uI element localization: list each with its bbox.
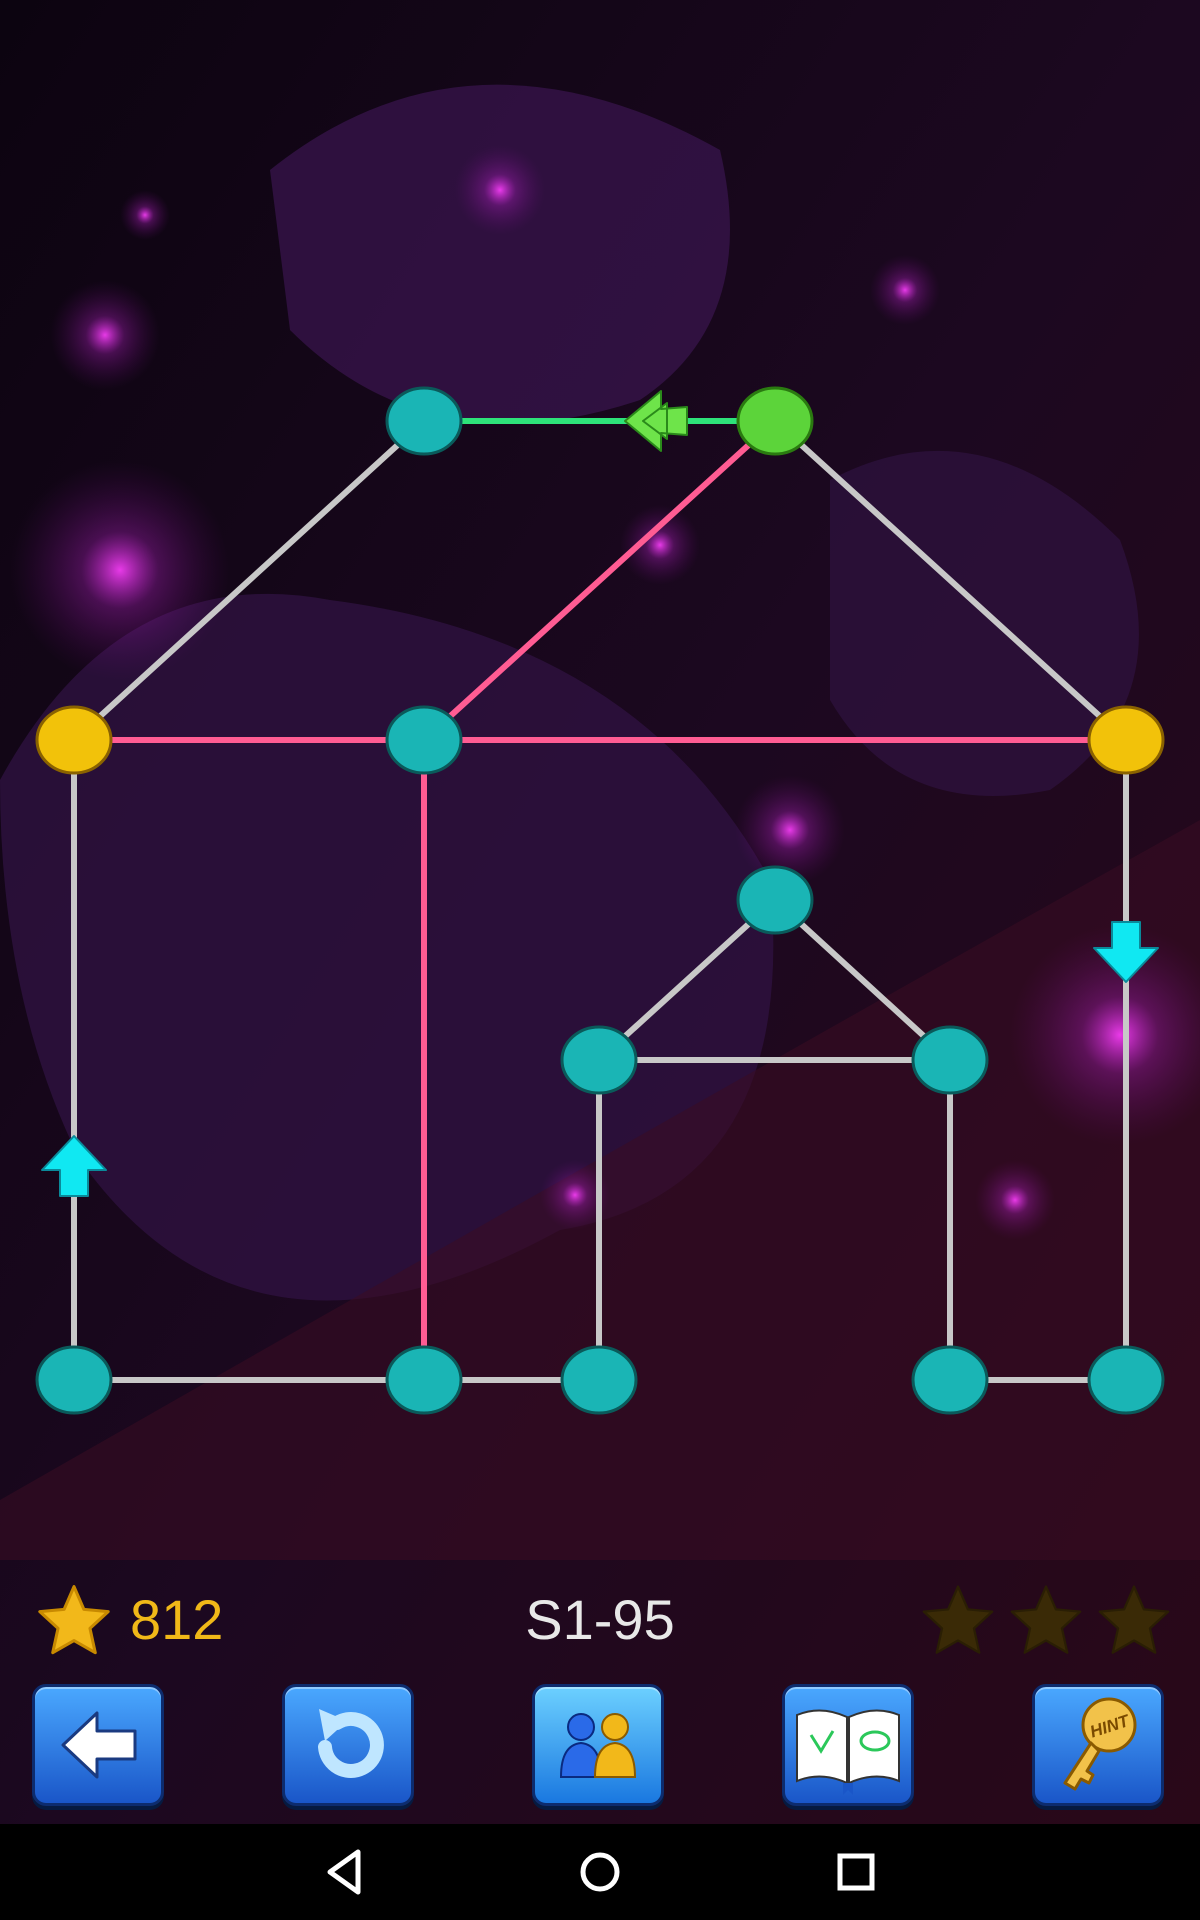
rating-star-icon — [1010, 1585, 1082, 1654]
edge-n1-n3[interactable] — [71, 418, 427, 743]
back-arrow-icon — [61, 1711, 137, 1779]
node-n7[interactable] — [560, 1025, 638, 1095]
node-n13[interactable] — [1087, 1345, 1165, 1415]
status-bar: 812 S1-95 — [0, 1560, 1200, 1680]
node-n6[interactable] — [736, 865, 814, 935]
hint-key-icon: HINT — [1063, 1697, 1137, 1791]
direction-arrow-up-icon — [41, 1135, 107, 1197]
navigation-bar — [0, 1824, 1200, 1920]
recents-nav-icon[interactable] — [826, 1842, 886, 1902]
undo-button[interactable] — [282, 1684, 414, 1806]
edge-n2-n4[interactable] — [421, 418, 778, 743]
rating-star-icon — [1098, 1585, 1170, 1654]
rating-star-icon — [922, 1585, 994, 1654]
node-n3[interactable] — [35, 705, 113, 775]
back-button[interactable] — [32, 1684, 164, 1806]
node-n4[interactable] — [385, 705, 463, 775]
home-nav-icon[interactable] — [570, 1842, 630, 1902]
score-value: 812 — [130, 1588, 224, 1651]
undo-icon — [318, 1709, 384, 1778]
node-n2[interactable] — [736, 386, 814, 456]
node-n9[interactable] — [35, 1345, 113, 1415]
node-n1[interactable] — [385, 386, 463, 456]
hint-button[interactable]: HINT — [1032, 1684, 1164, 1806]
direction-arrow-left-icon — [624, 390, 688, 452]
arrows-layer — [41, 390, 1159, 1197]
edge-n6-n8[interactable] — [772, 897, 953, 1063]
node-n8[interactable] — [911, 1025, 989, 1095]
back-nav-icon[interactable] — [314, 1842, 374, 1902]
edge-n2-n5[interactable] — [772, 418, 1129, 743]
toolbar: HINT — [0, 1680, 1200, 1820]
level-label: S1-95 — [525, 1588, 675, 1651]
multiplayer-button[interactable] — [532, 1684, 664, 1806]
node-n5[interactable] — [1087, 705, 1165, 775]
node-n11[interactable] — [560, 1345, 638, 1415]
open-book-icon — [796, 1709, 900, 1795]
star-icon — [38, 1585, 110, 1655]
two-players-icon — [559, 1713, 637, 1778]
edges-layer — [71, 418, 1129, 1383]
direction-arrow-down-icon — [1093, 921, 1159, 983]
guide-button[interactable] — [782, 1684, 914, 1806]
edge-n6-n7[interactable] — [596, 897, 778, 1063]
nodes-layer — [35, 386, 1165, 1415]
node-n12[interactable] — [911, 1345, 989, 1415]
node-n10[interactable] — [385, 1345, 463, 1415]
